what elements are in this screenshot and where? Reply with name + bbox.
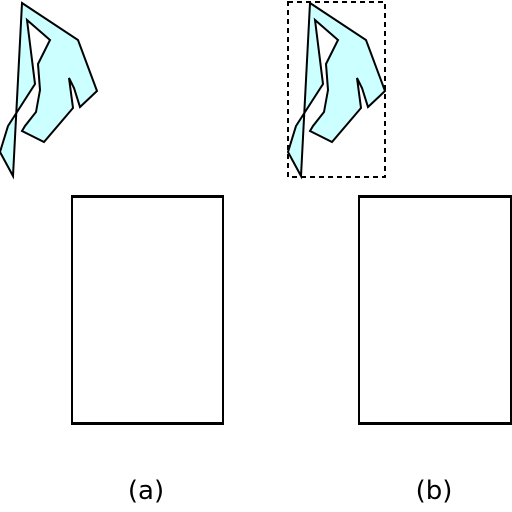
panel-b-rectangle-bottom-edge <box>358 422 512 425</box>
panel-a-rectangle <box>71 195 224 425</box>
panel-a-arrow-shape <box>0 1 99 180</box>
panel-b-rectangle-top-edge <box>358 195 512 198</box>
panel-b-arrow-shape <box>286 1 387 180</box>
panel-a-rectangle-top-edge <box>71 195 224 198</box>
panel-a-caption: (a) <box>128 476 164 506</box>
panel-b-caption: (b) <box>416 476 453 506</box>
panel-b: (b) <box>286 1 512 506</box>
panel-a: (a) <box>0 1 224 506</box>
panel-b-rectangle <box>358 195 512 425</box>
panel-a-rectangle-bottom-edge <box>71 422 224 425</box>
